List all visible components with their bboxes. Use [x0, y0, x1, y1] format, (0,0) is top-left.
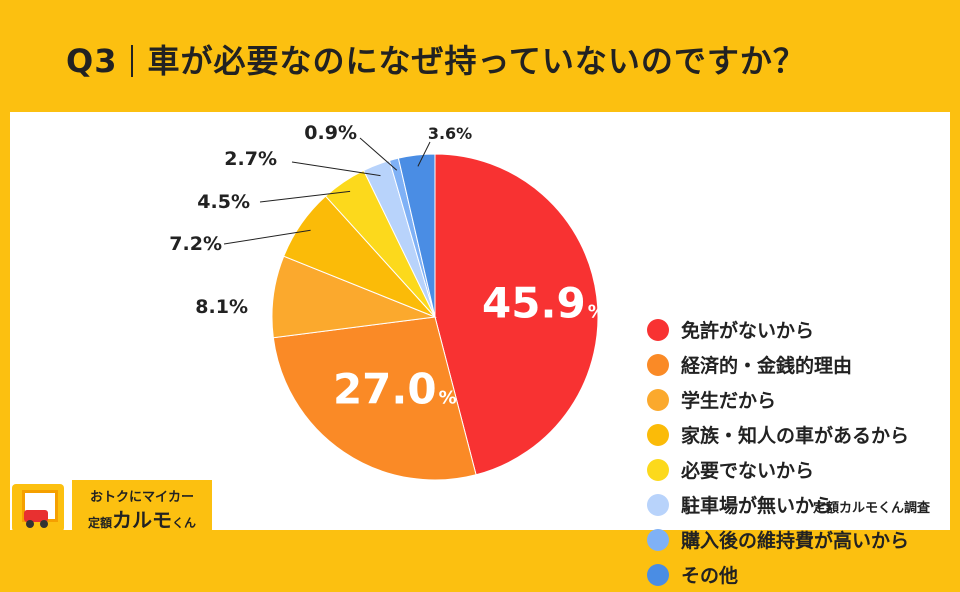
legend-swatch [647, 318, 669, 341]
slice-value-label-4: 4.5% [197, 191, 250, 213]
legend-label: 学生だから [681, 390, 777, 412]
legend-label: 駐車場が無いから [681, 495, 834, 517]
pie-slice-0 [434, 153, 599, 476]
legend-item: その他 [647, 557, 909, 592]
legend-label: 家族・知人の車があるから [681, 425, 910, 447]
pie-slice-1 [272, 316, 477, 481]
legend-item: 駐車場が無いから [647, 487, 909, 522]
logo-brand: 定額カルモくん [72, 504, 212, 533]
legend-label: 免許がないから [681, 320, 815, 342]
pie-slice-7 [397, 153, 436, 318]
slice-value-label-7: 3.6% [428, 124, 472, 143]
legend-swatch [647, 493, 669, 516]
legend-swatch [647, 353, 669, 376]
logo-brand-name: カルモ [112, 508, 172, 532]
leader-line-3 [223, 229, 311, 245]
slice-value-label-6: 0.9% [304, 122, 357, 144]
slice-value-label-2: 8.1% [195, 296, 248, 318]
title-divider [131, 45, 134, 77]
legend-label: その他 [681, 565, 739, 587]
logo-text: おトクにマイカー 定額カルモくん [72, 480, 212, 532]
legend-item: 経済的・金銭的理由 [647, 347, 909, 382]
legend-swatch [647, 563, 669, 586]
leader-line-6 [359, 137, 398, 171]
slice-value-label-0: 45.9% [482, 279, 606, 328]
chart-panel: 45.9% 27.0% 8.1% 7.2% 4.5% 2.7% 0.9% 3.6% 免許がない… [10, 112, 950, 587]
legend-swatch [647, 423, 669, 446]
leader-line-4 [259, 190, 351, 203]
slice-value-label-3: 7.2% [169, 233, 222, 255]
logo-tagline: おトクにマイカー [89, 490, 194, 505]
legend-swatch [647, 458, 669, 481]
legend-item: 学生だから [647, 382, 909, 417]
leader-line-7 [417, 141, 431, 167]
legend-label: 経済的・金銭的理由 [681, 355, 853, 377]
source-note: 定額カルモくん調査 [812, 501, 930, 516]
logo-suffix: くん [172, 516, 197, 530]
brand-logo: おトクにマイカー 定額カルモくん [12, 480, 212, 534]
legend-swatch [647, 388, 669, 411]
legend-item: 家族・知人の車があるから [647, 417, 909, 452]
slice-value-label-5: 2.7% [224, 148, 277, 170]
slice-value-label-1: 27.0% [333, 364, 457, 413]
legend-label: 必要でないから [681, 460, 815, 482]
header: Q3 車が必要なのになぜ持っていないのですか？ [0, 0, 960, 108]
pie-chart: 45.9 % 27.0 % 8.1% 7.2% 4.5% 2.7% 0.9% 3.6% [169, 122, 606, 481]
car-box-logo-icon [12, 484, 64, 532]
question-text: 車が必要なのになぜ持っていないのですか？ [147, 42, 806, 80]
legend-item: 必要でないから [647, 452, 909, 487]
page-title: Q3 車が必要なのになぜ持っていないのですか？ [66, 36, 806, 82]
logo-prefix: 定額 [87, 516, 112, 530]
question-number: Q3 [66, 42, 118, 80]
legend-item: 免許がないから [647, 312, 909, 347]
legend: 免許がないから経済的・金銭的理由 学生だから家族・知人の車があるから 必要でないから… [647, 312, 909, 592]
leader-line-5 [291, 161, 381, 177]
